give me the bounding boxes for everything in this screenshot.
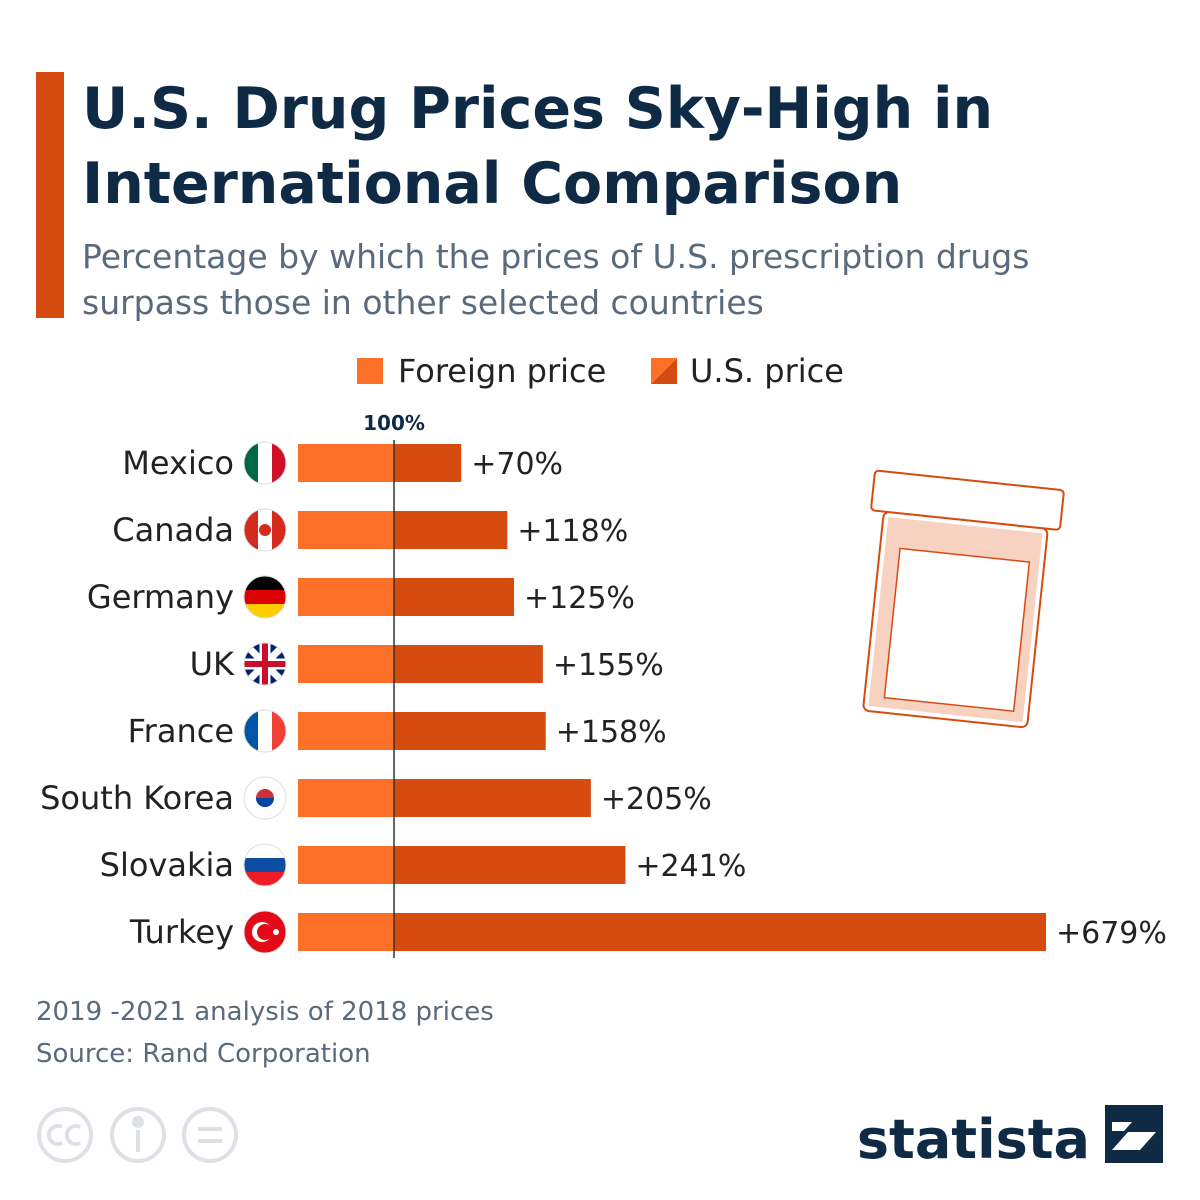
flag-stripe	[244, 442, 258, 484]
legend-swatch	[651, 358, 677, 384]
value-label: +125%	[524, 581, 635, 616]
bar	[394, 578, 515, 616]
y-tick-label: France	[128, 712, 234, 750]
flag-border	[243, 910, 287, 954]
bottle-label	[883, 547, 1031, 713]
pill-bottle	[862, 469, 1065, 729]
flag-cross	[244, 643, 286, 685]
footnote: 2019 -2021 analysis of 2018 prices	[36, 997, 494, 1027]
flag-stripe	[244, 858, 286, 872]
flag-stripe	[244, 911, 258, 953]
value-label: +155%	[553, 648, 664, 683]
flag	[244, 442, 286, 484]
flag-stripe	[258, 710, 272, 752]
flag	[244, 509, 286, 551]
legend-label: U.S. price	[690, 352, 844, 390]
by-icon-head	[132, 1116, 144, 1128]
y-tick-label: UK	[190, 645, 235, 683]
y-tick-label: Germany	[87, 578, 234, 616]
cc-icon-mark	[46, 1124, 81, 1146]
flag-stripe	[244, 872, 286, 886]
flag-border	[243, 575, 287, 619]
bar	[394, 913, 1047, 951]
flag-emblem	[256, 798, 274, 807]
bottle-lid	[870, 469, 1065, 531]
flag-emblem	[257, 924, 273, 940]
value-label: +205%	[601, 782, 712, 817]
flag-stripe	[244, 604, 286, 618]
value-label: +679%	[1056, 916, 1167, 951]
flag-stripe	[258, 442, 272, 484]
flag-border	[243, 642, 287, 686]
bar	[394, 645, 543, 683]
chart-subtitle: surpass those in other selected countrie…	[82, 283, 764, 322]
flag-stripe	[272, 777, 286, 819]
y-tick-label: South Korea	[40, 779, 234, 817]
title-accent	[36, 72, 64, 318]
bar	[298, 846, 395, 884]
legend-label: Foreign price	[398, 352, 606, 390]
value-label: +241%	[635, 849, 746, 884]
bar	[394, 846, 626, 884]
flag-stripe	[272, 710, 286, 752]
flag-stripe	[272, 442, 286, 484]
flag-stripe	[244, 576, 286, 590]
bar	[394, 712, 546, 750]
flag-border	[243, 441, 287, 485]
bar	[298, 511, 395, 549]
flag-stripe	[244, 590, 286, 604]
chart-title: U.S. Drug Prices Sky-High in	[82, 76, 993, 142]
x-tick-label: 100%	[363, 411, 425, 435]
flag-stripe	[244, 777, 258, 819]
value-label: +118%	[517, 514, 628, 549]
flag	[244, 777, 286, 819]
bar	[298, 712, 395, 750]
bar	[298, 913, 395, 951]
value-label: +70%	[471, 447, 563, 482]
brand-icon-mark	[1112, 1122, 1156, 1150]
flag	[244, 911, 286, 953]
flag	[244, 710, 286, 752]
bar	[394, 511, 508, 549]
flag-border	[243, 709, 287, 753]
flag	[244, 844, 286, 886]
y-tick-label: Mexico	[122, 444, 234, 482]
bar	[298, 444, 395, 482]
cc-icon	[37, 1107, 93, 1163]
flag-border	[243, 843, 287, 887]
license-icons	[37, 1107, 238, 1163]
y-tick-label: Slovakia	[100, 846, 234, 884]
bar	[298, 578, 395, 616]
value-label: +158%	[556, 715, 667, 750]
flag	[244, 576, 286, 618]
flag	[244, 643, 286, 685]
by-icon	[110, 1107, 166, 1163]
flag-stripe	[244, 710, 258, 752]
nd-icon	[182, 1107, 238, 1163]
flag-stripe	[244, 844, 286, 858]
bar	[298, 779, 395, 817]
chart-title: International Comparison	[82, 151, 902, 217]
legend-swatch	[357, 358, 383, 384]
bar	[298, 645, 395, 683]
bar	[394, 779, 591, 817]
flag-border	[243, 776, 287, 820]
footnote: Source: Rand Corporation	[36, 1039, 371, 1069]
flag-emblem	[259, 524, 271, 536]
y-tick-label: Turkey	[129, 913, 234, 951]
flag-stripe	[244, 509, 258, 551]
brand-logo: statista	[857, 1108, 1090, 1171]
flag-emblem	[273, 929, 279, 935]
flag-border	[243, 508, 287, 552]
bar	[394, 444, 462, 482]
y-tick-label: Canada	[112, 511, 234, 549]
chart-subtitle: Percentage by which the prices of U.S. p…	[82, 237, 1029, 276]
flag-stripe	[272, 509, 286, 551]
